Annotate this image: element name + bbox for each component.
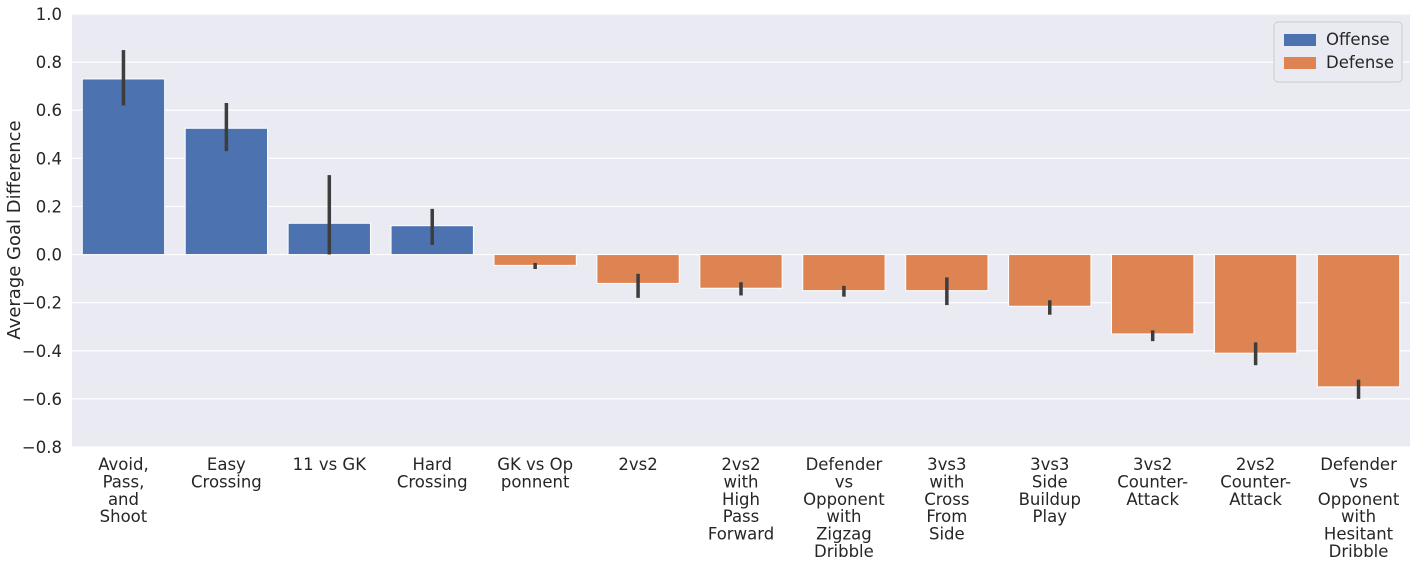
x-tick-label-line: Counter- [1220, 472, 1291, 491]
x-tick-label-line: Zigzag [816, 525, 872, 544]
bar [81, 78, 166, 256]
x-tick-label: GK vs Op ponnent [497, 455, 573, 491]
x-tick-label: 2vs2 Counter-Attack [1220, 455, 1291, 509]
x-tick-label-line: Pass [723, 507, 760, 526]
x-tick-label-line: ponnent [501, 472, 570, 491]
bar [1316, 254, 1401, 388]
x-tick-label-line: Attack [1126, 490, 1179, 509]
x-tick-label-line: vs [835, 472, 853, 491]
x-tick-label-line: with [723, 472, 758, 491]
x-tick-label-line: GK vs Op [497, 455, 573, 474]
y-tick-label: −0.8 [22, 438, 62, 457]
y-tick-label: −0.4 [22, 342, 62, 361]
x-tick-label-line: Opponent [1318, 490, 1400, 509]
y-tick-label: −0.6 [22, 390, 62, 409]
x-tick-label-line: 11 vs GK [293, 455, 368, 474]
x-tick-label-line: Shoot [100, 507, 148, 526]
x-tick-label-line: 2vs2 [618, 455, 657, 474]
x-tick-label-line: Side [1032, 472, 1068, 491]
x-tick-label-line: Attack [1229, 490, 1282, 509]
legend-label: Offense [1326, 30, 1390, 49]
x-tick-label-line: Avoid, [98, 455, 148, 474]
x-tick-label-line: Forward [708, 525, 774, 544]
x-tick-label-line: 3vs2 [1133, 455, 1172, 474]
x-tick-label-line: Defender [806, 455, 883, 474]
x-tick-label-line: Dribble [1329, 542, 1389, 561]
y-tick-label: 0.4 [36, 149, 62, 168]
y-tick-label: 0.0 [36, 246, 62, 265]
plot-area [72, 14, 1410, 447]
x-tick-label-line: with [929, 472, 964, 491]
x-tick-label-line: 2vs2 [1236, 455, 1275, 474]
x-tick-label-line: Counter- [1117, 472, 1188, 491]
x-tick-label: 2vs2 [618, 455, 657, 474]
x-tick-label-line: Hesitant [1324, 525, 1394, 544]
y-axis-label: Average Goal Difference [4, 120, 25, 339]
y-tick-label: −0.2 [22, 294, 62, 313]
bar [1008, 254, 1092, 307]
x-tick-label-line: Pass, [103, 472, 145, 491]
x-tick-label-line: 3vs3 [1030, 455, 1069, 474]
x-tick-label: Defender vs Opponent with Zigzag Dribble [803, 455, 885, 561]
x-tick-label-line: 2vs2 [721, 455, 760, 474]
x-tick-label: 11 vs GK [293, 455, 368, 474]
y-tick-label: 0.2 [36, 197, 62, 216]
x-tick-label: Avoid, Pass, and Shoot [98, 455, 148, 526]
x-tick-label-line: High [722, 490, 760, 509]
x-tick-label-line: From [926, 507, 967, 526]
x-tick-label: 3vs2 Counter-Attack [1117, 455, 1188, 509]
x-tick-label-line: Defender [1320, 455, 1397, 474]
x-tick-label-line: Opponent [803, 490, 885, 509]
legend-label: Defense [1326, 53, 1394, 72]
x-tick-label-line: Side [929, 525, 965, 544]
x-tick-label: 3vs3 Side Buildup Play [1019, 455, 1081, 526]
x-tick-label: Easy Crossing [191, 455, 262, 491]
bar [1111, 254, 1195, 335]
x-tick-label: Hard Crossing [397, 455, 468, 491]
x-tick-label: Defender vs Opponent with Hesitant Dribble [1318, 455, 1400, 561]
x-tick-label-line: Play [1033, 507, 1068, 526]
legend-swatch [1284, 57, 1316, 69]
x-tick-label-line: Cross [924, 490, 969, 509]
x-tick-label-line: Hard [412, 455, 452, 474]
x-tick-label-line: vs [1349, 472, 1367, 491]
x-tick-label-line: with [826, 507, 861, 526]
x-tick-label-line: Crossing [397, 472, 468, 491]
x-tick-label-line: Crossing [191, 472, 262, 491]
legend-swatch [1284, 34, 1316, 46]
x-tick-label: 3vs3 with Cross From Side [924, 455, 969, 544]
y-tick-label: 1.0 [36, 5, 62, 24]
bar [802, 254, 886, 292]
x-tick-label-line: and [108, 490, 139, 509]
y-tick-label: 0.8 [36, 53, 62, 72]
x-tick-label: 2vs2 with High Pass Forward [708, 455, 774, 544]
x-tick-label-line: Buildup [1019, 490, 1081, 509]
bar [1213, 254, 1298, 354]
x-tick-label-line: with [1341, 507, 1376, 526]
x-tick-label-line: 3vs3 [927, 455, 966, 474]
y-tick-label: 0.6 [36, 101, 62, 120]
x-tick-label-line: Easy [207, 455, 246, 474]
x-tick-label-line: Dribble [814, 542, 874, 561]
